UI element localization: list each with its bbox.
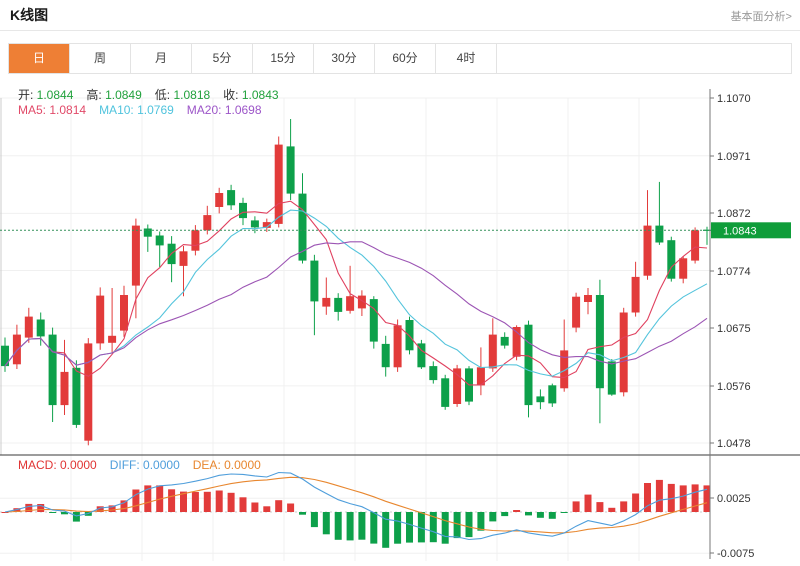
ohlc-legend: 开: 1.0844 高: 1.0849 低: 1.0818 收: 1.0843 — [18, 86, 292, 103]
legend-item: 开: 1.0844 — [18, 88, 74, 102]
svg-text:1.0576: 1.0576 — [717, 381, 751, 393]
macd-pane — [1, 471, 711, 548]
legend-item: 收: 1.0843 — [223, 88, 279, 102]
svg-text:1.0478: 1.0478 — [717, 438, 751, 450]
legend-item: MA20: 1.0698 — [186, 103, 262, 117]
legend-item: DIFF: 0.0000 — [109, 458, 180, 472]
tab-5min[interactable]: 5分 — [192, 44, 253, 73]
kline-chart: 开: 1.0844 高: 1.0849 低: 1.0818 收: 1.0843 MA5… — [0, 77, 800, 566]
fundamental-analysis-link[interactable]: 基本面分析> — [730, 11, 792, 23]
legend-item: MA5: 1.0814 — [18, 103, 87, 117]
tab-day[interactable]: 日 — [9, 44, 70, 73]
svg-text:1.0971: 1.0971 — [717, 151, 751, 163]
svg-text:1.0872: 1.0872 — [717, 208, 751, 220]
kline-chart-canvas[interactable]: 1.1070 1.0971 1.0872 1.0774 1.0675 1.0576 1.04… — [0, 77, 800, 566]
svg-text:0.0025: 0.0025 — [717, 493, 751, 505]
ma-lines — [4, 200, 708, 386]
tab-week[interactable]: 周 — [70, 44, 131, 73]
grid — [0, 97, 710, 561]
svg-text:1.0774: 1.0774 — [717, 266, 751, 278]
svg-text:-0.0075: -0.0075 — [717, 548, 754, 560]
tab-30min[interactable]: 30分 — [314, 44, 375, 73]
svg-text:1.0675: 1.0675 — [717, 323, 751, 335]
legend-item: MACD: 0.0000 — [18, 458, 97, 472]
header: K线图 基本面分析> — [0, 0, 800, 31]
legend-item: 低: 1.0818 — [154, 88, 211, 102]
tab-4hour[interactable]: 4时 — [436, 44, 497, 73]
current-price-tag: 1.0843 — [711, 222, 791, 239]
candles — [1, 119, 711, 446]
macd-legend: MACD: 0.0000 DIFF: 0.0000 DEA: 0.0000 — [18, 458, 274, 472]
tab-month[interactable]: 月 — [131, 44, 192, 73]
svg-text:1.1070: 1.1070 — [717, 93, 751, 105]
tabbar-filler — [497, 44, 791, 73]
tab-15min[interactable]: 15分 — [253, 44, 314, 73]
legend-item: DEA: 0.0000 — [192, 458, 261, 472]
price-axis: 1.1070 1.0971 1.0872 1.0774 1.0675 1.0576 1.04… — [0, 89, 800, 560]
legend-item: 高: 1.0849 — [86, 88, 142, 102]
legend-item: MA10: 1.0769 — [99, 103, 174, 117]
page-title: K线图 — [10, 7, 49, 23]
interval-tabs: 日周月 5分 15分 30分 60分 4时 — [8, 43, 792, 74]
tab-60min[interactable]: 60分 — [375, 44, 436, 73]
svg-text:1.0843: 1.0843 — [723, 225, 757, 237]
ma-legend: MA5: 1.0814 MA10: 1.0769 MA20: 1.0698 — [18, 103, 275, 117]
